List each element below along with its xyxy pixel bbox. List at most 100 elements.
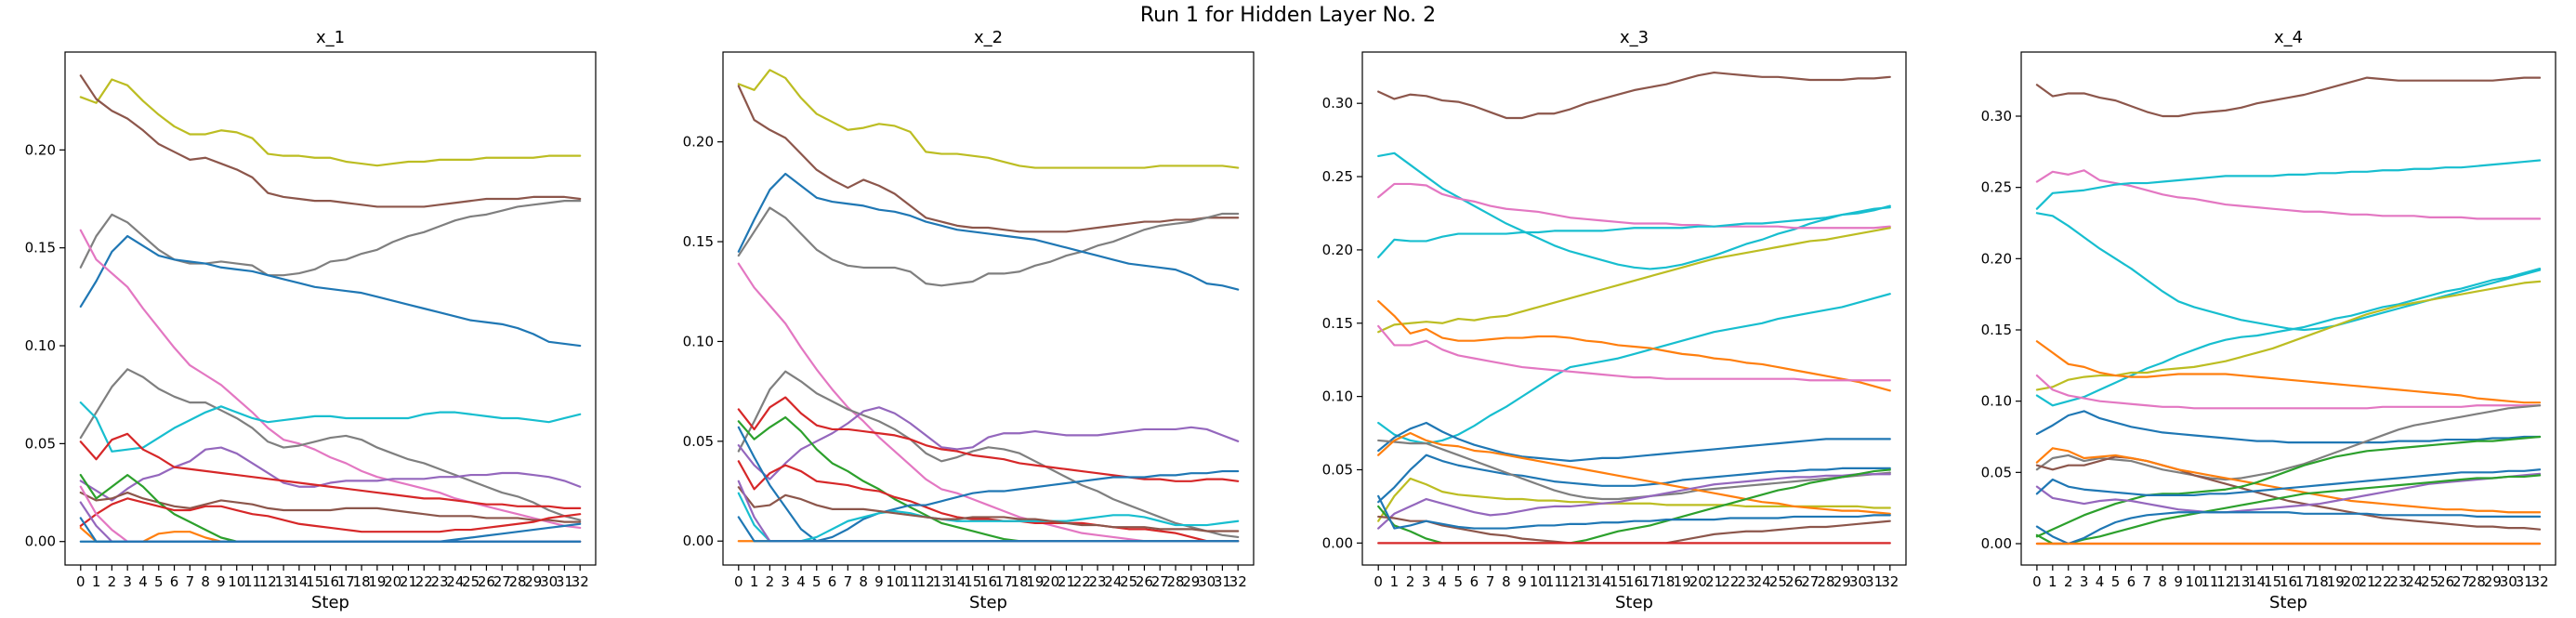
series-line-5 xyxy=(1377,227,1891,334)
series-line-8 xyxy=(737,396,1240,482)
x-tick-label: 7 xyxy=(2143,573,2152,590)
y-tick-label: 0.25 xyxy=(1981,179,2012,196)
series-line-10 xyxy=(2035,404,2542,481)
series-line-6 xyxy=(2035,280,2542,391)
x-tick-label: 5 xyxy=(1453,573,1463,590)
x-tick-label: 2 xyxy=(1406,573,1415,590)
x-tick-label: 11 xyxy=(243,573,261,590)
x-tick-label: 17 xyxy=(337,573,355,590)
series-line-2 xyxy=(79,74,582,208)
series-line-10 xyxy=(79,491,582,523)
series-line-13 xyxy=(2035,435,2542,538)
subplot-title: x_3 xyxy=(1620,28,1649,47)
x-tick-label: 9 xyxy=(2174,573,2183,590)
x-tick-label: 1 xyxy=(92,573,101,590)
series-line-8 xyxy=(2035,374,2542,410)
x-tick-label: 6 xyxy=(1470,573,1479,590)
x-tick-label: 13 xyxy=(933,573,951,590)
x-tick-label: 8 xyxy=(2158,573,2167,590)
series-line-1 xyxy=(737,69,1240,169)
x-tick-label: 16 xyxy=(979,573,997,590)
x-tick-label: 30 xyxy=(1198,573,1216,590)
series-line-13 xyxy=(1377,431,1891,515)
x-tick-label: 26 xyxy=(1136,573,1153,590)
series-line-3 xyxy=(1377,182,1891,230)
series-line-14 xyxy=(2035,472,2542,514)
x-tick-label: 26 xyxy=(1785,573,1803,590)
series-line-2 xyxy=(2035,169,2542,220)
x-tick-label: 5 xyxy=(2111,573,2121,590)
series-line-12 xyxy=(737,492,1240,543)
x-tick-label: 18 xyxy=(1657,573,1675,590)
series-line-3 xyxy=(2035,159,2542,210)
x-tick-label: 9 xyxy=(217,573,226,590)
x-tick-label: 13 xyxy=(2232,573,2250,590)
y-tick-label: 0.20 xyxy=(1981,250,2012,267)
x-tick-label: 8 xyxy=(859,573,868,590)
x-tick-label: 10 xyxy=(2185,573,2202,590)
x-tick-label: 17 xyxy=(995,573,1013,590)
x-tick-label: 14 xyxy=(948,573,966,590)
x-tick-label: 27 xyxy=(1801,573,1819,590)
series-line-6 xyxy=(1377,293,1891,445)
x-tick-label: 19 xyxy=(2327,573,2345,590)
series-line-13 xyxy=(737,486,1240,533)
x-tick-label: 15 xyxy=(2264,573,2281,590)
y-tick-label: 0.00 xyxy=(1981,535,2012,552)
x-tick-label: 3 xyxy=(123,573,132,590)
y-tick-label: 0.15 xyxy=(25,240,56,256)
x-tick-label: 9 xyxy=(874,573,884,590)
x-tick-label: 28 xyxy=(1166,573,1184,590)
series-line-5 xyxy=(79,229,582,530)
y-tick-label: 0.05 xyxy=(25,435,56,452)
series-line-6 xyxy=(737,370,1240,539)
series-line-5 xyxy=(2035,267,2542,407)
x-tick-label: 11 xyxy=(2201,573,2218,590)
x-tick-label: 2 xyxy=(766,573,775,590)
x-tick-label: 22 xyxy=(415,573,433,590)
x-tick-label: 3 xyxy=(2080,573,2089,590)
x-tick-label: 25 xyxy=(1769,573,1787,590)
x-tick-label: 26 xyxy=(2437,573,2454,590)
series-line-1 xyxy=(79,78,582,167)
x-tick-label: 29 xyxy=(2484,573,2502,590)
x-tick-label: 29 xyxy=(1833,573,1851,590)
x-tick-label: 18 xyxy=(1011,573,1029,590)
x-tick-label: 23 xyxy=(1089,573,1107,590)
y-tick-label: 0.30 xyxy=(1322,95,1353,112)
x-tick-label: 7 xyxy=(1486,573,1495,590)
x-tick-label: 24 xyxy=(2405,573,2423,590)
x-tick-label: 22 xyxy=(1073,573,1091,590)
x-tick-label: 23 xyxy=(431,573,449,590)
x-tick-label: 10 xyxy=(228,573,245,590)
x-tick-label: 29 xyxy=(1182,573,1200,590)
series-line-6 xyxy=(79,368,582,521)
x-tick-label: 32 xyxy=(2531,573,2549,590)
series-line-17 xyxy=(2035,511,2542,546)
x-tick-label: 3 xyxy=(781,573,790,590)
x-tick-label: 28 xyxy=(2468,573,2486,590)
x-tick-label: 25 xyxy=(1120,573,1137,590)
x-tick-label: 31 xyxy=(556,573,573,590)
x-tick-label: 6 xyxy=(828,573,837,590)
series-line-2 xyxy=(737,85,1240,233)
x-tick-label: 2 xyxy=(108,573,117,590)
series-line-4 xyxy=(2035,212,2542,332)
x-tick-label: 0 xyxy=(76,573,85,590)
series-line-12 xyxy=(79,497,582,533)
x-tick-label: 9 xyxy=(1518,573,1527,590)
x-tick-label: 14 xyxy=(1594,573,1611,590)
figure-title: Run 1 for Hidden Layer No. 2 xyxy=(1139,4,1437,27)
x-tick-label: 20 xyxy=(1042,573,1059,590)
series-line-10 xyxy=(737,460,1240,543)
x-tick-label: 6 xyxy=(2127,573,2136,590)
subplot-title: x_4 xyxy=(2274,28,2303,47)
x-tick-label: 0 xyxy=(2032,573,2042,590)
x-tick-label: 27 xyxy=(1151,573,1169,590)
x-tick-label: 4 xyxy=(1438,573,1447,590)
x-tick-label: 21 xyxy=(1705,573,1723,590)
x-tick-label: 11 xyxy=(1545,573,1563,590)
series-line-15 xyxy=(2035,468,2542,496)
x-tick-label: 32 xyxy=(572,573,589,590)
